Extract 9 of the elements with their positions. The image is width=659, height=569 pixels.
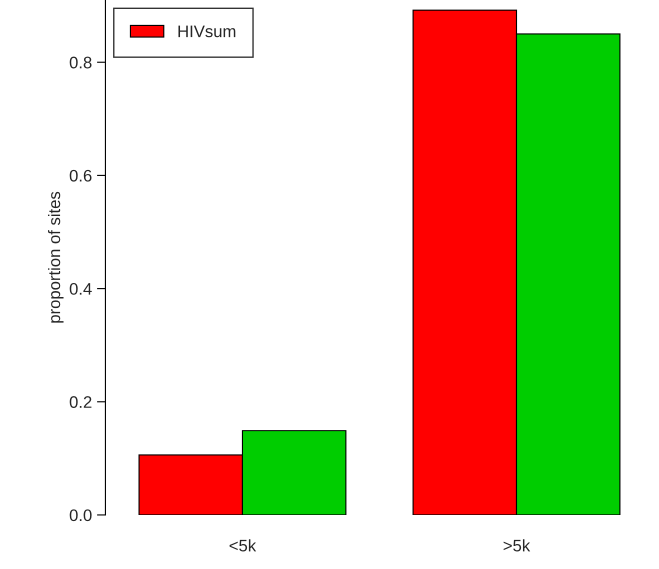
- y-tick-label: 0.8: [70, 56, 92, 68]
- x-tick-label: >5k: [504, 539, 530, 552]
- x-tick-label: <5k: [230, 539, 256, 552]
- y-tick-label: 0.2: [70, 396, 92, 408]
- legend-label: HIVsum: [178, 26, 236, 38]
- y-tick-label: 0.0: [70, 509, 92, 522]
- y-tick-label: 0.6: [70, 170, 92, 182]
- y-axis-title: proportion of sites: [48, 192, 64, 323]
- y-tick-label: 0.4: [70, 282, 92, 295]
